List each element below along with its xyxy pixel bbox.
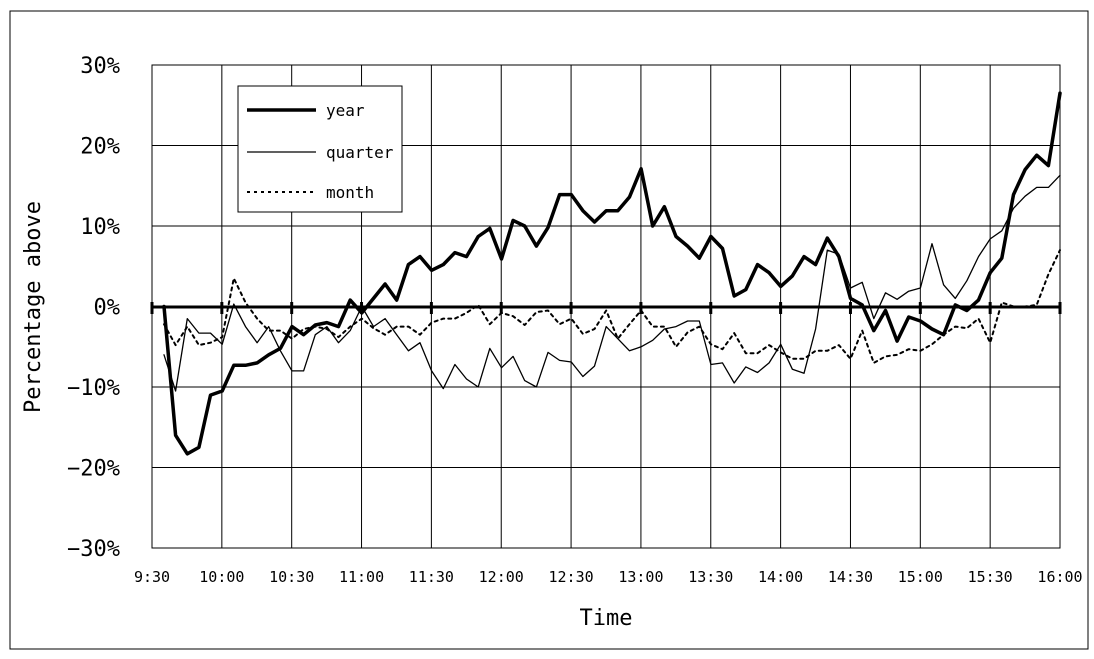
x-tick-label: 11:00	[339, 568, 384, 586]
series-line-quarter	[163, 174, 1061, 392]
y-tick-label: 10%	[80, 215, 120, 240]
x-tick-label: 15:30	[968, 568, 1013, 586]
legend-label-month: month	[326, 183, 374, 202]
series-lines	[162, 91, 1062, 456]
x-tick-label: 12:30	[548, 568, 593, 586]
x-tick-label: 11:30	[409, 568, 454, 586]
x-tick-label: 16:00	[1037, 568, 1082, 586]
y-tick-labels: −30% −20% −10% 0% 10% 20% 30%	[67, 54, 120, 562]
x-tick-label: 10:00	[199, 568, 244, 586]
x-tick-label: 13:30	[688, 568, 733, 586]
x-tick-label: 9:30	[134, 568, 170, 586]
x-axis-label: Time	[580, 606, 633, 631]
y-tick-label: 30%	[80, 54, 120, 79]
legend: year quarter month	[237, 85, 403, 213]
chart-border	[9, 10, 1089, 650]
x-tick-label: 15:00	[898, 568, 943, 586]
series-line-year	[162, 91, 1062, 456]
y-tick-label: 20%	[80, 135, 120, 160]
legend-label-quarter: quarter	[326, 143, 394, 162]
x-tick-label: 10:30	[269, 568, 314, 586]
legend-label-year: year	[326, 101, 365, 120]
y-tick-label: −10%	[67, 376, 120, 401]
x-tick-label: 14:00	[758, 568, 803, 586]
legend-box	[237, 85, 403, 213]
x-tick-label: 12:00	[479, 568, 524, 586]
x-tick-label: 14:30	[828, 568, 873, 586]
x-tick-labels: 9:30 10:00 10:30 11:00 11:30 12:00 12:30 13:00 1…	[134, 568, 1083, 586]
y-tick-label: −20%	[67, 457, 120, 482]
y-tick-label: 0%	[94, 296, 121, 321]
x-tick-label: 13:00	[618, 568, 663, 586]
y-axis-label: Percentage above	[21, 201, 46, 413]
y-tick-label: −30%	[67, 537, 120, 562]
